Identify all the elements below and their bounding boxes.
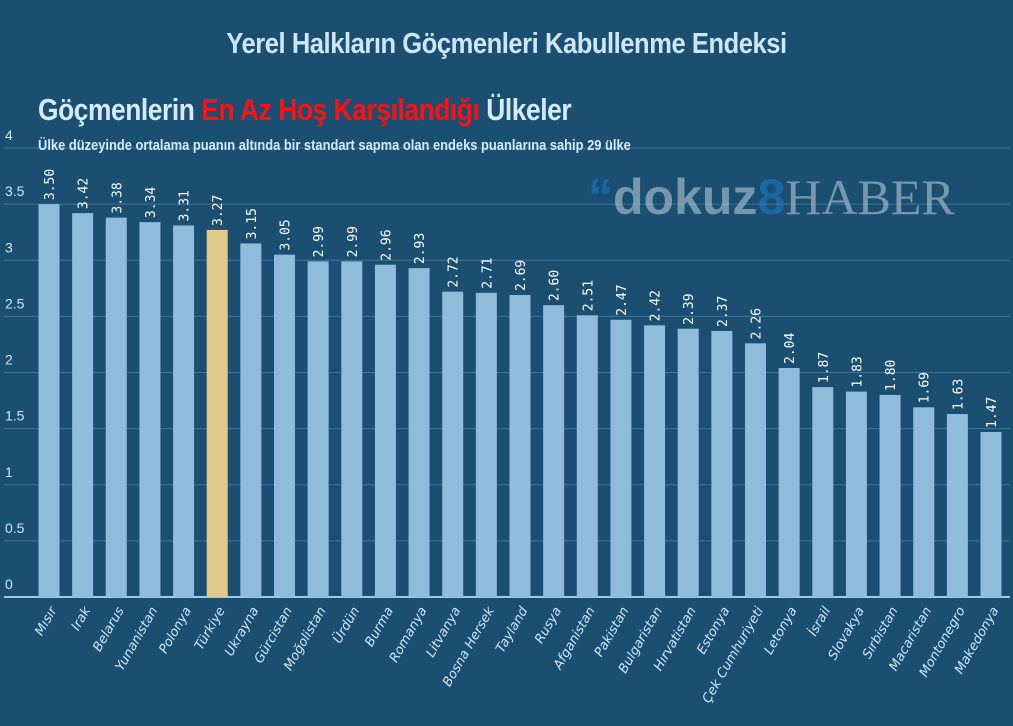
data-label: 1.47: [985, 397, 1000, 428]
subtitle-highlight: En Az Hoş Karşılandığı: [201, 92, 480, 127]
x-tick-label: Irak: [69, 604, 95, 633]
bar: [240, 243, 262, 597]
data-label: 3.38: [110, 182, 125, 213]
bar: [812, 387, 834, 597]
watermark-logo: “dokuz8HABER: [588, 168, 955, 226]
data-label: 2.04: [783, 333, 798, 364]
y-tick-label: 1: [5, 464, 13, 480]
y-tick-label: 0.5: [5, 520, 25, 536]
subtitle-part: Ülkeler: [479, 92, 572, 127]
bar: [173, 225, 195, 597]
logo-text: HABER: [785, 169, 955, 225]
chart-note: Ülke düzeyinde ortalama puanın altında b…: [38, 137, 631, 154]
bar: [307, 261, 329, 597]
data-label: 2.99: [346, 226, 361, 257]
data-label: 3.31: [178, 190, 193, 221]
chart-title: Yerel Halkların Göçmenleri Kabullenme En…: [226, 28, 787, 60]
bar: [610, 319, 632, 597]
data-label: 2.42: [649, 290, 664, 321]
x-tick-label: İsrail: [805, 604, 835, 639]
data-label: 2.96: [379, 229, 394, 260]
data-label: 3.15: [245, 208, 260, 239]
bar: [105, 217, 127, 597]
data-label: 2.26: [750, 308, 765, 339]
x-tick-label: Ürdün: [329, 604, 364, 647]
bar: [711, 330, 733, 597]
data-label: 2.37: [716, 296, 731, 327]
bar: [677, 328, 699, 597]
logo-text: 8: [757, 169, 786, 225]
x-tick-label: Letonya: [762, 604, 801, 657]
data-label: 1.69: [918, 372, 933, 403]
subtitle-part: Göçmenlerin: [38, 92, 202, 127]
data-label: 2.99: [312, 226, 327, 257]
y-tick-label: 1.5: [5, 408, 25, 424]
bar: [913, 407, 935, 597]
bar: [442, 291, 464, 597]
data-label: 3.05: [279, 219, 294, 250]
y-tick-label: 3.5: [5, 183, 25, 199]
bar: [879, 394, 901, 597]
x-tick-label: Burma: [362, 604, 397, 649]
bar: [778, 368, 800, 597]
x-tick-label: Belarus: [90, 604, 128, 654]
x-tick-label: Mısır: [32, 603, 61, 638]
bar: [845, 391, 867, 597]
data-label: 3.27: [211, 195, 226, 226]
y-tick-label: 3: [5, 239, 13, 255]
bar: [38, 204, 60, 597]
x-tick-label: Tayland: [493, 604, 532, 656]
data-label: 2.72: [447, 256, 462, 287]
bar: [72, 213, 94, 598]
bar: [206, 229, 228, 597]
bar: [980, 431, 1002, 597]
bar: [509, 295, 531, 597]
y-tick-label: 2: [5, 352, 13, 368]
logo-quote: “: [588, 169, 613, 225]
data-label: 1.80: [884, 360, 899, 391]
logo-text: dokuz: [613, 169, 758, 225]
bar: [475, 292, 497, 597]
data-label: 2.71: [480, 257, 495, 288]
bar: [576, 315, 598, 597]
x-tick-label: Çek Cumhuriyeti: [700, 604, 767, 706]
x-tick-label: Polonya: [156, 604, 195, 656]
data-label: 1.63: [951, 379, 966, 410]
data-label: 3.50: [43, 169, 58, 200]
data-label: 3.42: [77, 178, 92, 209]
chart-subtitle: Göçmenlerin En Az Hoş Karşılandığı Ülkel…: [38, 92, 572, 128]
data-label: 2.47: [615, 284, 630, 315]
data-label: 2.51: [581, 280, 596, 311]
bar: [341, 261, 363, 597]
y-tick-label: 2.5: [5, 295, 25, 311]
data-label: 1.83: [850, 356, 865, 387]
bar: [274, 254, 295, 597]
bar: [946, 414, 968, 597]
bar: [139, 222, 161, 597]
y-tick-label: 4: [5, 127, 13, 143]
data-label: 2.60: [548, 270, 563, 301]
data-label: 1.87: [817, 352, 832, 383]
bar: [374, 264, 396, 597]
bar: [745, 343, 766, 597]
bar: [543, 305, 565, 597]
bar: [644, 325, 666, 597]
bar: [408, 268, 430, 597]
data-label: 2.69: [514, 260, 529, 291]
data-label: 2.93: [413, 233, 428, 264]
y-tick-label: 0: [5, 576, 13, 592]
data-label: 3.34: [144, 187, 159, 218]
x-tick-label: Türkiye: [192, 605, 229, 653]
x-tick-label: Rusya: [532, 604, 565, 646]
data-label: 2.39: [682, 293, 697, 324]
